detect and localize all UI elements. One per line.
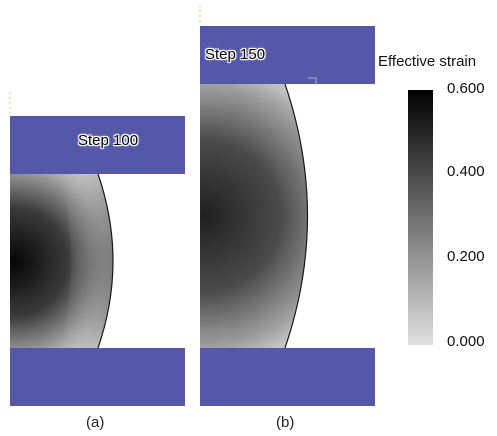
- panel-b-corner-mark-top: [308, 77, 317, 84]
- panel-b-caption: (b): [276, 414, 295, 431]
- legend-tick-label: 0.600: [447, 80, 485, 97]
- legend-color-bar: [408, 90, 433, 345]
- panel-b-bulge-outline: [284, 83, 309, 349]
- panel-a-caption: (a): [86, 414, 105, 431]
- panel-b-step-label: Step 150: [205, 46, 266, 63]
- panel-b-bottom-die: [200, 348, 375, 406]
- panel-b-workpiece: [200, 84, 308, 348]
- panel-a-bulge-outline: [97, 173, 114, 349]
- panel-a-step-label: Step 100: [78, 132, 139, 149]
- panel-a: [9, 92, 185, 406]
- panel-b-top-die: [200, 26, 375, 84]
- panel-b: [199, 5, 375, 406]
- panel-a-top-die: [10, 116, 185, 174]
- panel-a-bulge-edge: [60, 174, 113, 348]
- legend-tick-label: 0.000: [447, 333, 485, 350]
- legend-title: Effective strain: [378, 53, 477, 70]
- legend-tick-label: 0.400: [447, 163, 485, 180]
- panel-a-bottom-die: [10, 348, 185, 406]
- legend-tick-label: 0.200: [447, 248, 485, 265]
